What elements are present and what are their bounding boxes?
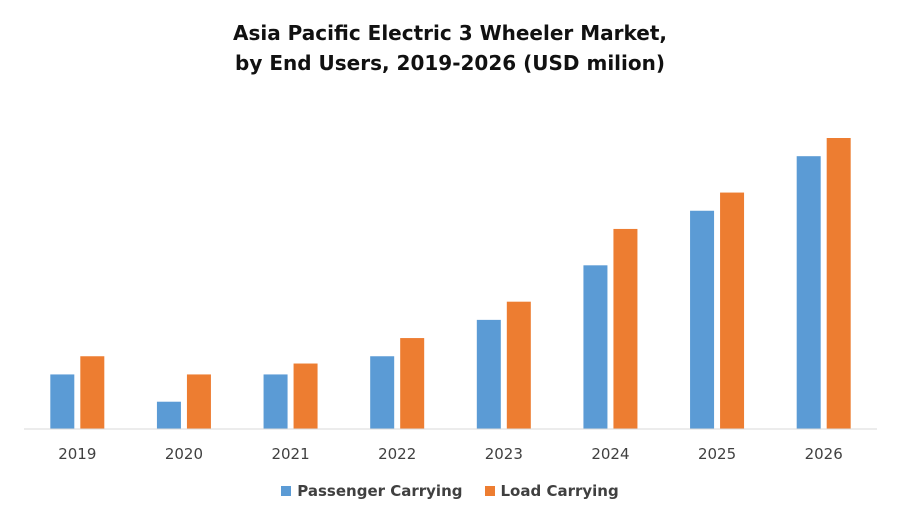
x-tick-label-2021: 2021 [271,445,309,463]
bar-load-2024 [613,228,638,429]
bar-passenger-2024 [583,265,608,429]
legend-item-load: Load Carrying [484,482,619,500]
legend: Passenger Carrying Load Carrying [0,482,900,500]
bar-load-2019 [80,356,105,429]
x-tick-label-2020: 2020 [165,445,203,463]
x-tick-label-2022: 2022 [378,445,416,463]
legend-swatch-passenger [281,486,292,496]
bar-passenger-2023 [476,319,501,429]
x-tick-label-2019: 2019 [58,445,96,463]
bar-load-2021 [293,363,318,429]
bar-passenger-2026 [796,156,821,429]
bars-group [50,138,851,429]
x-tick-labels: 2019 2020 2021 2022 2023 2024 2025 2026 [58,445,843,463]
bar-passenger-2025 [690,210,715,429]
x-tick-label-2026: 2026 [805,445,843,463]
x-tick-label-2025: 2025 [698,445,736,463]
legend-label-passenger: Passenger Carrying [297,482,463,500]
x-tick-label-2023: 2023 [485,445,523,463]
bar-load-2020 [186,374,211,429]
chart-title-line-1: Asia Pacific Electric 3 Wheeler Market, [232,21,667,45]
chart-title: Asia Pacific Electric 3 Wheeler Market, … [0,18,900,78]
bar-passenger-2021 [263,374,288,429]
legend-label-load: Load Carrying [500,482,619,500]
legend-swatch-load [484,486,495,496]
x-tick-label-2024: 2024 [591,445,629,463]
bar-load-2025 [720,192,745,429]
bar-load-2026 [826,138,851,429]
bar-load-2023 [506,301,531,429]
bar-load-2022 [400,338,425,429]
legend-item-passenger: Passenger Carrying [281,482,463,500]
bar-passenger-2019 [50,374,75,429]
chart-title-line-2: by End Users, 2019-2026 (USD milion) [235,51,665,75]
bar-passenger-2020 [156,401,181,429]
bar-passenger-2022 [370,356,395,429]
